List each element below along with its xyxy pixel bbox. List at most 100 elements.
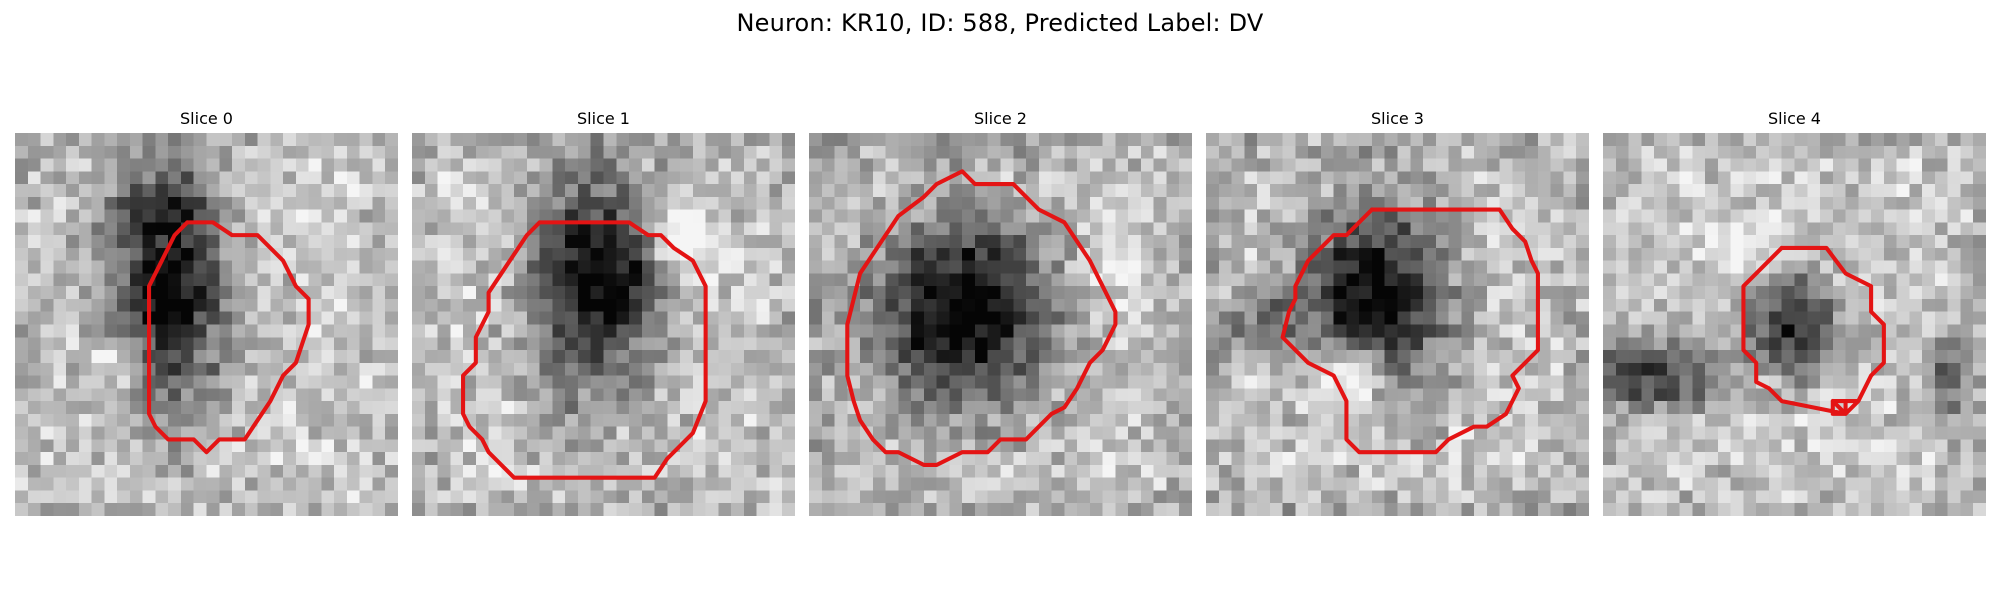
pixel bbox=[1461, 388, 1475, 402]
pixel bbox=[616, 439, 630, 453]
pixel bbox=[1603, 413, 1617, 427]
pixel bbox=[898, 490, 912, 504]
pixel bbox=[1960, 413, 1974, 427]
pixel bbox=[1909, 401, 1923, 415]
pixel bbox=[1384, 298, 1398, 312]
pixel bbox=[1499, 158, 1513, 172]
pixel bbox=[1026, 184, 1040, 198]
pixel bbox=[1550, 426, 1564, 440]
pixel bbox=[193, 375, 207, 389]
pixel bbox=[372, 350, 386, 364]
pixel bbox=[603, 388, 617, 402]
pixel bbox=[974, 337, 988, 351]
pixel bbox=[1244, 439, 1258, 453]
pixel bbox=[450, 184, 464, 198]
pixel bbox=[821, 324, 835, 338]
pixel bbox=[1499, 426, 1513, 440]
pixel bbox=[424, 490, 438, 504]
pixel bbox=[565, 477, 579, 491]
pixel bbox=[1179, 133, 1192, 147]
pixel bbox=[1474, 260, 1488, 274]
pixel bbox=[769, 209, 783, 223]
pixel bbox=[1973, 158, 1986, 172]
pixel bbox=[1013, 222, 1027, 236]
pixel bbox=[1537, 273, 1551, 287]
pixel bbox=[1628, 222, 1642, 236]
pixel bbox=[552, 171, 566, 185]
pixel bbox=[1333, 273, 1347, 287]
pixel bbox=[1883, 260, 1897, 274]
pixel bbox=[283, 222, 297, 236]
pixel bbox=[385, 209, 398, 223]
pixel bbox=[1654, 452, 1668, 466]
pixel bbox=[1128, 388, 1142, 402]
pixel bbox=[885, 490, 899, 504]
pixel bbox=[1730, 439, 1744, 453]
pixel bbox=[616, 477, 630, 491]
pixel bbox=[142, 247, 156, 261]
pixel bbox=[1397, 311, 1411, 325]
pixel bbox=[334, 311, 348, 325]
pixel bbox=[847, 439, 861, 453]
pixel bbox=[321, 133, 335, 147]
pixel bbox=[1756, 362, 1770, 376]
pixel bbox=[1781, 477, 1795, 491]
pixel bbox=[1858, 298, 1872, 312]
pixel bbox=[1461, 503, 1475, 516]
pixel bbox=[987, 286, 1001, 300]
pixel bbox=[1537, 171, 1551, 185]
pixel bbox=[1858, 337, 1872, 351]
pixel bbox=[692, 337, 706, 351]
pixel bbox=[244, 401, 258, 415]
pixel bbox=[1461, 158, 1475, 172]
pixel bbox=[1257, 464, 1271, 478]
pixel bbox=[1448, 222, 1462, 236]
pixel bbox=[1013, 286, 1027, 300]
pixel bbox=[308, 311, 322, 325]
pixel bbox=[974, 375, 988, 389]
pixel bbox=[616, 426, 630, 440]
pixel bbox=[821, 158, 835, 172]
pixel bbox=[1257, 273, 1271, 287]
pixel bbox=[923, 401, 937, 415]
pixel bbox=[1231, 388, 1245, 402]
pixel bbox=[1512, 209, 1526, 223]
pixel bbox=[769, 452, 783, 466]
pixel bbox=[40, 324, 54, 338]
pixel bbox=[923, 503, 937, 516]
pixel bbox=[1461, 209, 1475, 223]
pixel bbox=[641, 350, 655, 364]
pixel bbox=[1641, 196, 1655, 210]
pixel bbox=[577, 247, 591, 261]
pixel bbox=[27, 477, 41, 491]
pixel bbox=[1692, 350, 1706, 364]
pixel bbox=[244, 273, 258, 287]
pixel bbox=[66, 184, 80, 198]
pixel bbox=[475, 503, 489, 516]
pixel bbox=[911, 209, 925, 223]
pixel bbox=[257, 286, 271, 300]
pixel bbox=[809, 235, 823, 249]
pixel bbox=[1858, 350, 1872, 364]
pixel bbox=[885, 247, 899, 261]
pixel bbox=[1346, 145, 1360, 159]
pixel bbox=[1679, 273, 1693, 287]
pixel bbox=[295, 273, 309, 287]
pixel bbox=[1026, 413, 1040, 427]
pixel bbox=[53, 145, 67, 159]
pixel bbox=[616, 464, 630, 478]
pixel bbox=[219, 439, 233, 453]
pixel bbox=[514, 439, 528, 453]
pixel bbox=[616, 133, 630, 147]
pixel bbox=[129, 286, 143, 300]
pixel bbox=[346, 426, 360, 440]
pixel bbox=[78, 196, 92, 210]
pixel bbox=[1206, 133, 1220, 147]
pixel bbox=[936, 477, 950, 491]
pixel bbox=[53, 490, 67, 504]
pixel bbox=[193, 350, 207, 364]
pixel bbox=[1461, 184, 1475, 198]
pixel bbox=[1038, 439, 1052, 453]
pixel bbox=[923, 324, 937, 338]
pixel bbox=[1179, 350, 1192, 364]
